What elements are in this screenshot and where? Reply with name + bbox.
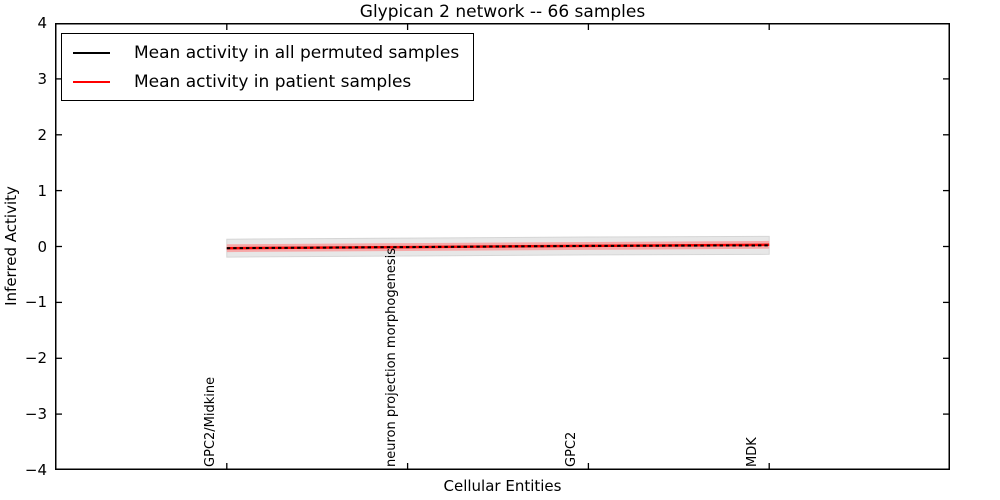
y-tick-label: 2 <box>37 125 47 144</box>
y-tick-label: 1 <box>37 181 47 200</box>
x-tick-label: neuron projection morphogenesis <box>383 248 399 467</box>
axes-frame <box>55 23 950 470</box>
legend: Mean activity in all permuted samples Me… <box>61 33 475 101</box>
y-tick-label: −2 <box>24 349 47 368</box>
y-tick-label: −3 <box>24 405 47 424</box>
mean-line-permuted <box>226 244 770 250</box>
legend-line-patient-icon <box>73 80 110 83</box>
legend-label-patient: Mean activity in patient samples <box>134 71 412 92</box>
y-tick-label: −4 <box>24 461 47 479</box>
y-tick-label: 0 <box>37 237 47 256</box>
legend-entry: Mean activity in all permuted samples <box>73 38 459 67</box>
legend-entry: Mean activity in patient samples <box>73 67 459 96</box>
y-tick-label: 3 <box>37 69 47 88</box>
y-tick-label: −1 <box>24 293 47 312</box>
y-tick-label: 4 <box>37 14 47 32</box>
x-tick-label: GPC2 <box>564 431 580 467</box>
x-tick-label: GPC2/Midkine <box>202 376 218 467</box>
chart-title: Glypican 2 network -- 66 samples <box>359 2 646 22</box>
legend-label-permuted: Mean activity in all permuted samples <box>134 42 460 63</box>
x-tick-label: MDK <box>745 437 761 467</box>
plot-area <box>55 23 950 470</box>
legend-line-permuted-icon <box>73 51 110 54</box>
x-axis-label: Cellular Entities <box>443 477 562 495</box>
plot-canvas <box>55 23 950 470</box>
